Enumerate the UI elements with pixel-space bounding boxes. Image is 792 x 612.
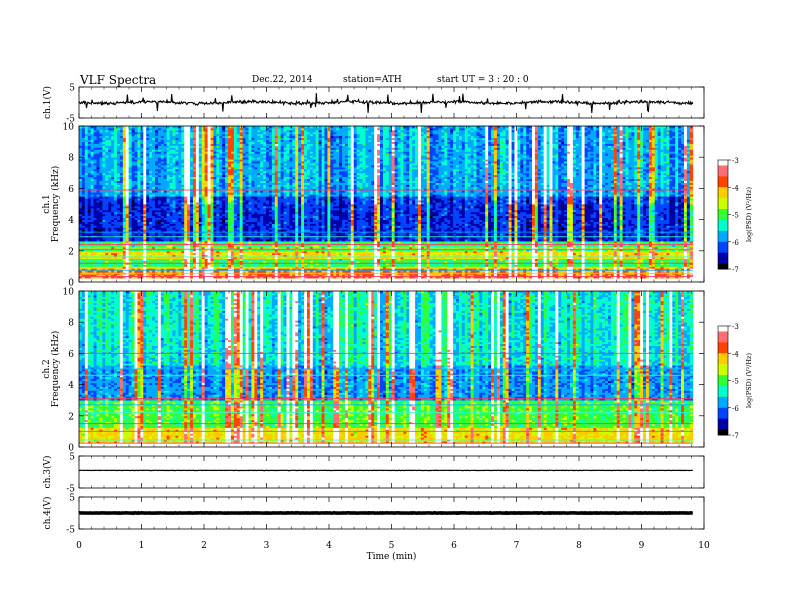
y-tick-label: 5: [69, 84, 75, 94]
y-tick-label: 5: [69, 453, 75, 463]
colorbar-tick-label: -6: [732, 405, 739, 413]
x-tick-label: 0: [76, 541, 82, 551]
y-tick-label: 4: [68, 216, 74, 226]
y-tick-label: 2: [68, 247, 74, 257]
ch1-spectrogram-ylabel-freq: Frequency (kHz): [50, 166, 61, 243]
colorbar-tick-label: -4: [732, 350, 739, 358]
vlf-figure: 5-5ch.1(V)0246810ch.1 Frequency (kHz)-3-4…: [0, 0, 792, 612]
ch3-waveform-trace: [79, 470, 693, 471]
ch4-waveform-trace: [79, 513, 693, 514]
x-tick-label: 5: [389, 541, 395, 551]
spectrogram-layer: [79, 126, 728, 447]
y-tick-label: 6: [68, 350, 74, 360]
y-tick-label: 8: [68, 154, 74, 164]
y-tick-label: 4: [68, 381, 74, 391]
y-tick-label: 2: [68, 412, 74, 422]
ch1-waveform-trace: [79, 93, 693, 113]
colorbar-tick-label: -3: [732, 323, 739, 331]
x-tick-label: 1: [139, 541, 145, 551]
y-tick-label: 8: [68, 319, 74, 329]
colorbar-tick-label: -5: [732, 378, 739, 386]
y-tick-label: -5: [66, 526, 75, 536]
ch2-spectrogram-cells: [79, 291, 693, 447]
x-tick-label: 7: [514, 541, 520, 551]
ch2-spectrogram-ylabel-freq: Frequency (kHz): [50, 331, 61, 408]
ch4-waveform-ylabel: ch.4(V): [42, 497, 53, 530]
colorbar-tick-label: -7: [732, 432, 739, 440]
x-tick-label: 10: [698, 541, 710, 551]
x-tick-label: 3: [264, 541, 270, 551]
ch3-waveform-ylabel: ch.3(V): [42, 456, 53, 489]
colorbar-tick-label: -4: [732, 184, 739, 192]
y-tick-label: 5: [69, 494, 75, 504]
colorbar-tick-label: -7: [732, 266, 739, 274]
y-tick-label: 10: [63, 123, 75, 133]
y-tick-label: 6: [68, 185, 74, 195]
x-axis-label: Time (min): [367, 551, 417, 562]
x-tick-label: 9: [639, 541, 645, 551]
x-tick-label: 6: [451, 541, 457, 551]
ch1-spectrogram-cells: [79, 126, 693, 282]
colorbar-tick-label: -6: [732, 239, 739, 247]
colorbar-tick-label: -5: [732, 212, 739, 220]
colorbar-tick-label: -3: [732, 157, 739, 165]
ch1-waveform-ylabel: ch.1(V): [42, 86, 53, 119]
ch2-spectrogram-colorbar-label: log(PSD) (V²/Hz): [745, 353, 753, 408]
x-tick-label: 2: [201, 541, 207, 551]
ch1-spectrogram-colorbar-label: log(PSD) (V²/Hz): [745, 187, 753, 242]
x-tick-label: 4: [326, 541, 332, 551]
x-tick-label: 8: [576, 541, 582, 551]
y-tick-label: 10: [63, 288, 75, 298]
